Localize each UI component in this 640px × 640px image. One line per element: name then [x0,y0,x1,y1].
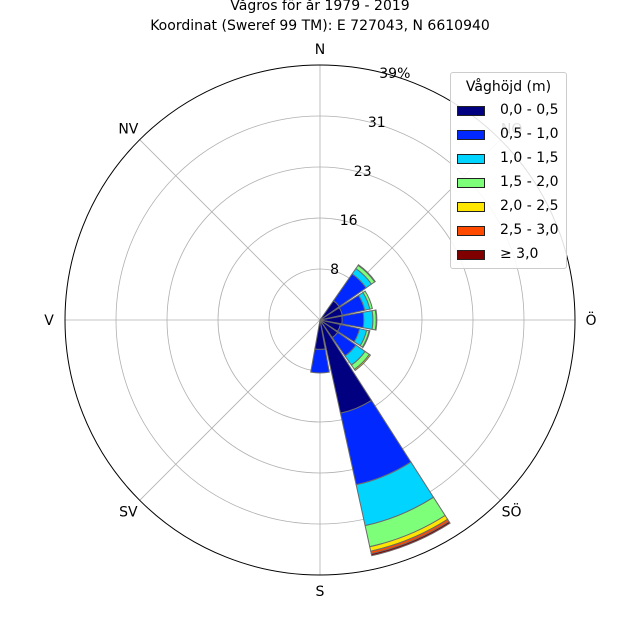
legend-item: 2,0 - 2,5 [451,196,566,216]
radial-gridline [139,319,321,501]
ring-gridline [217,217,423,423]
rose-bar-segment [362,290,373,310]
chart-title: Vågros för år 1979 - 2019 [230,0,410,14]
legend-label: 2,5 - 3,0 [500,222,559,238]
legend-label: 0,0 - 0,5 [500,102,559,118]
radial-tick-label: 8 [330,262,339,278]
legend-swatch [457,250,485,260]
direction-label: SV [119,505,138,521]
rose-bar-segment [370,520,451,557]
rose-bar-segment [374,309,378,331]
legend-swatch [457,226,485,236]
direction-label: S [316,584,325,600]
legend-item: 2,5 - 3,0 [451,220,566,240]
rose-bar-segment [362,310,374,330]
ring-gridline [166,166,474,474]
outer-ring [64,64,576,576]
radial-gridline [139,139,321,321]
rose-bars [310,264,451,557]
rose-bar-segment [361,330,371,349]
legend-swatch [457,202,485,212]
legend-swatch [457,154,485,164]
radial-tick-label: 31 [368,115,386,131]
rose-bar-segment [310,348,330,374]
radial-tick-label: 16 [340,213,358,229]
radial-tick-label: 39% [379,66,410,82]
legend-swatch [457,178,485,188]
ring-gridline [115,115,525,525]
chart-subtitle: Koordinat (Sweref 99 TM): E 727043, N 66… [150,18,490,34]
legend-swatch [457,106,485,116]
axis-labels: NNOÖSÖSSVVNV816233139% [44,42,596,600]
rose-bar-segment [357,264,376,283]
direction-label: V [44,313,54,329]
legend-item: 0,5 - 1,0 [451,124,566,144]
direction-label: Ö [585,311,596,329]
legend-label: 1,5 - 2,0 [500,174,559,190]
legend-item: 1,5 - 2,0 [451,172,566,192]
legend-item: ≥ 3,0 [451,244,566,264]
legend-label: 2,0 - 2,5 [500,198,559,214]
legend-swatch [457,130,485,140]
legend-label: 1,0 - 1,5 [500,150,559,166]
legend-label: ≥ 3,0 [500,246,539,262]
legend-title: Våghöjd (m) [465,79,552,95]
legend: Våghöjd (m) 0,0 - 0,5 0,5 - 1,0 1,0 - 1,… [450,72,567,269]
rose-bar-segment [353,353,372,372]
direction-label: N [315,42,325,58]
direction-label: NV [118,121,138,137]
legend-item: 1,0 - 1,5 [451,148,566,168]
legend-label: 0,5 - 1,0 [500,126,559,142]
radial-tick-label: 23 [354,164,372,180]
legend-item: 0,0 - 0,5 [451,100,566,120]
direction-label: SÖ [502,503,522,521]
